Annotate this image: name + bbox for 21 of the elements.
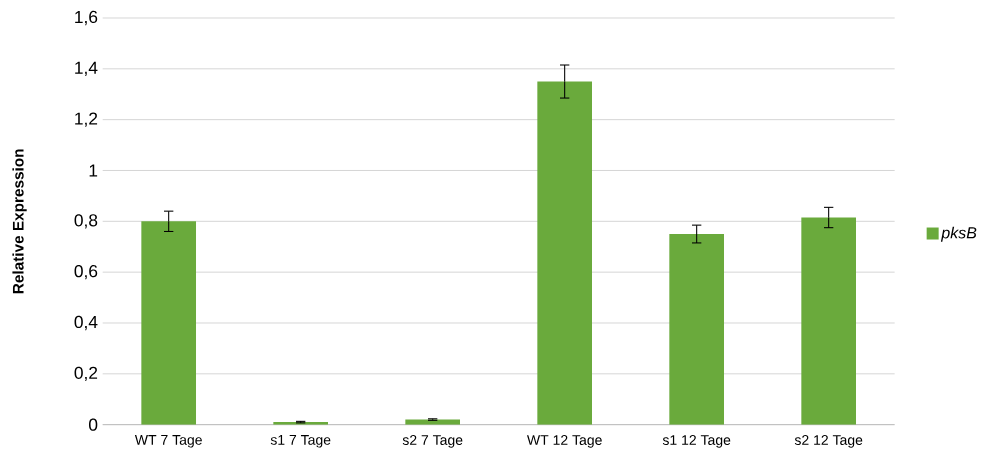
legend-label: pksB: [940, 226, 977, 242]
y-tick-label: 1,4: [75, 61, 98, 76]
y-tick-label: 0,2: [74, 366, 98, 381]
y-tick-label: 1,6: [75, 10, 98, 26]
y-tick-label: 0,6: [74, 264, 98, 280]
y-tick-label: 1,2: [75, 112, 98, 127]
y-tick-label: 0: [89, 418, 98, 431]
x-tick-label: s2 7 Tage: [402, 435, 463, 448]
x-tick-label: s1 7 Tage: [270, 435, 331, 448]
x-tick-label: WT 12 Tage: [527, 435, 602, 448]
y-tick-label: 0,4: [74, 315, 98, 331]
bar: [801, 217, 856, 425]
y-tick-label: 1: [89, 164, 98, 177]
x-tick-label: s2 12 Tage: [794, 435, 863, 448]
bar: [669, 234, 724, 425]
bar: [141, 221, 197, 425]
y-axis-title: Relative Expression: [12, 149, 27, 294]
x-tick-label: WT 7 Tage: [134, 435, 202, 448]
bar: [537, 81, 592, 425]
y-tick-label: 0,8: [74, 214, 98, 229]
x-tick-label: s1 12 Tage: [662, 435, 731, 448]
